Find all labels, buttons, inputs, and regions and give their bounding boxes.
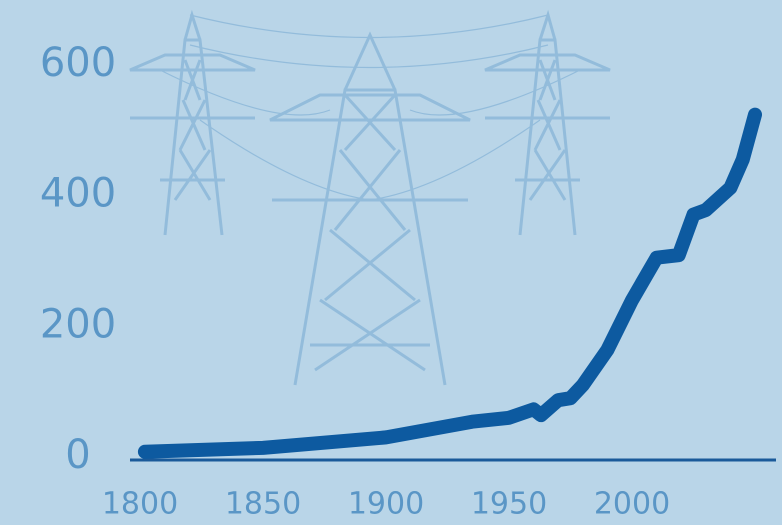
x-tick-label: 1850 bbox=[225, 487, 301, 522]
x-tick-label: 1950 bbox=[471, 487, 547, 522]
y-tick-label: 0 bbox=[65, 432, 90, 478]
x-tick-label: 1800 bbox=[102, 487, 178, 522]
x-tick-label: 2000 bbox=[594, 487, 670, 522]
y-tick-label: 400 bbox=[40, 171, 116, 217]
x-tick-label: 1900 bbox=[348, 487, 424, 522]
y-tick-label: 600 bbox=[40, 40, 116, 86]
y-tick-label: 200 bbox=[40, 301, 116, 347]
chart: 0 200 400 600 1800 1850 1900 1950 2000 bbox=[0, 0, 782, 525]
